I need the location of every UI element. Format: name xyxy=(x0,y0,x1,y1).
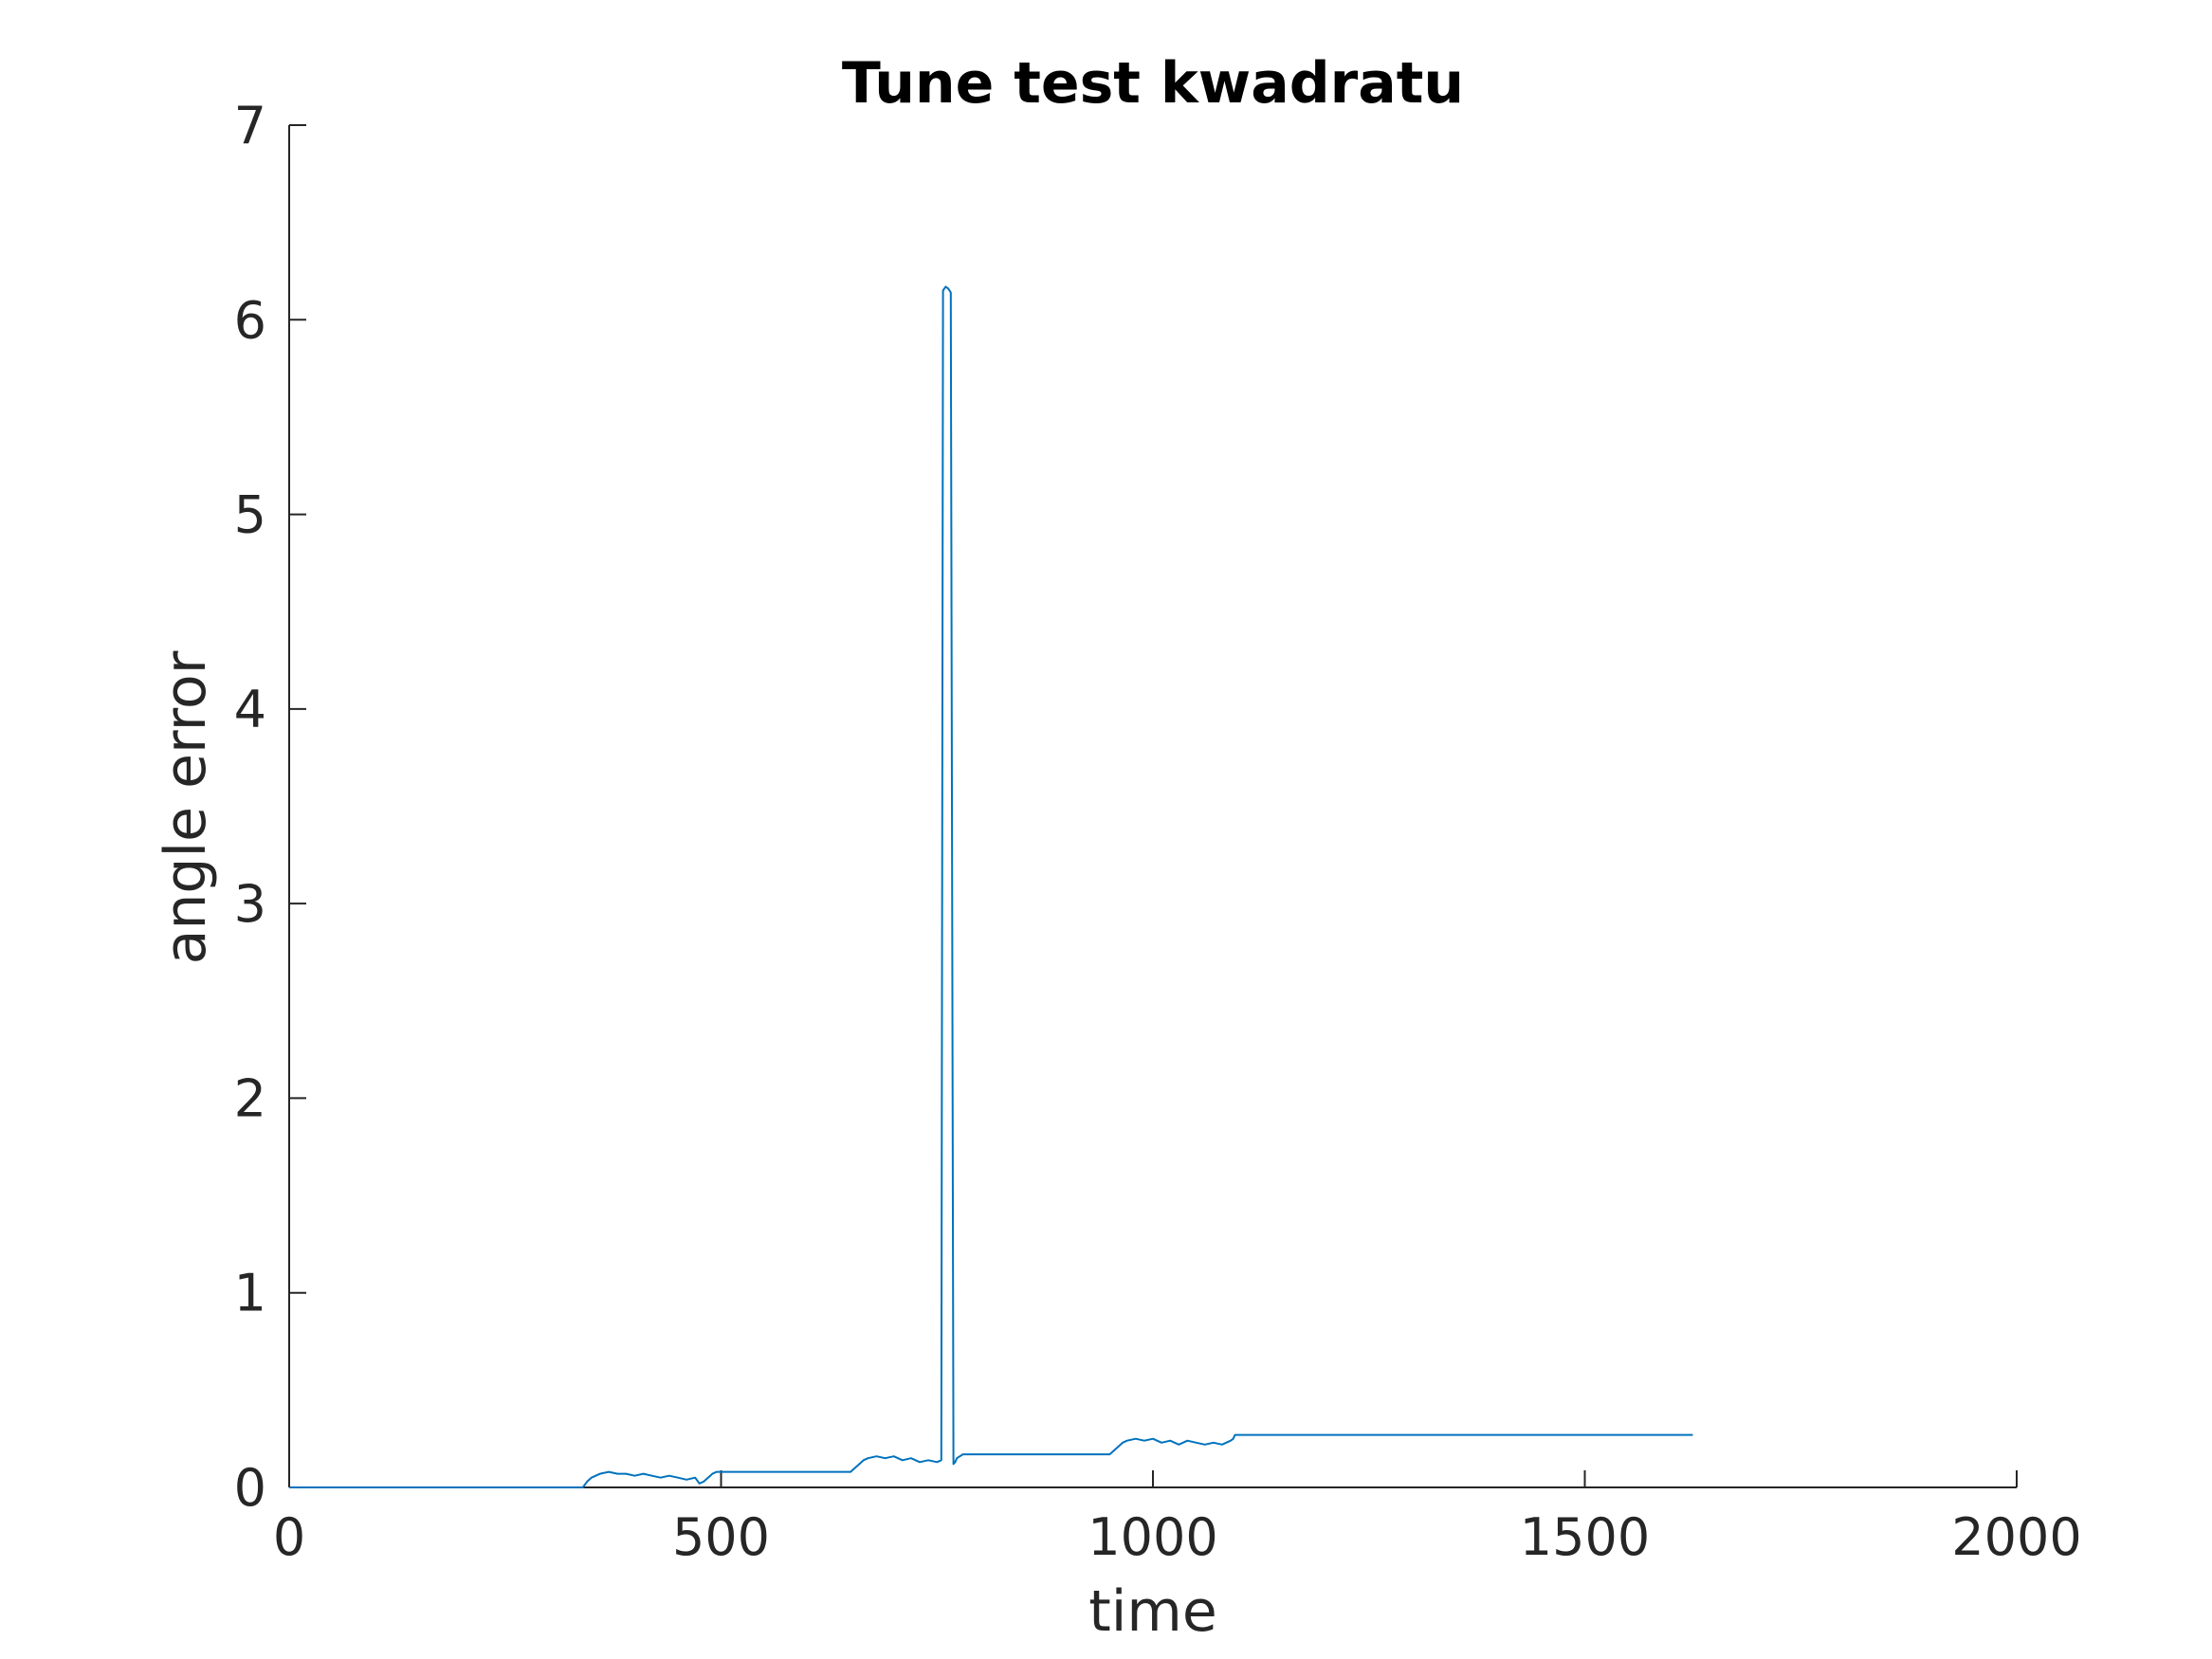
y-tick-label: 2 xyxy=(234,1068,266,1128)
y-tick-label: 1 xyxy=(234,1264,266,1323)
x-tick-label: 500 xyxy=(672,1507,770,1567)
y-tick-label: 7 xyxy=(234,96,266,155)
x-tick-label: 1000 xyxy=(1088,1507,1217,1567)
x-axis-title: time xyxy=(1088,1578,1217,1645)
x-tick-label: 0 xyxy=(273,1507,305,1567)
series-line xyxy=(289,285,1693,1488)
y-tick-label: 4 xyxy=(234,680,266,739)
x-tick-label: 2000 xyxy=(1951,1507,2081,1567)
y-tick-label: 0 xyxy=(234,1458,266,1518)
y-tick-label: 3 xyxy=(234,874,266,934)
y-axis-title: angle error xyxy=(153,650,219,964)
y-tick-label: 5 xyxy=(234,485,266,545)
y-tick-label: 6 xyxy=(234,290,266,350)
plot-area: 0 500 1000 1500 2000 0 1 2 3 4 5 6 7 xyxy=(234,96,2082,1567)
chart-title: Tune test kwadratu xyxy=(842,50,1464,117)
x-tick-label: 1500 xyxy=(1520,1507,1650,1567)
